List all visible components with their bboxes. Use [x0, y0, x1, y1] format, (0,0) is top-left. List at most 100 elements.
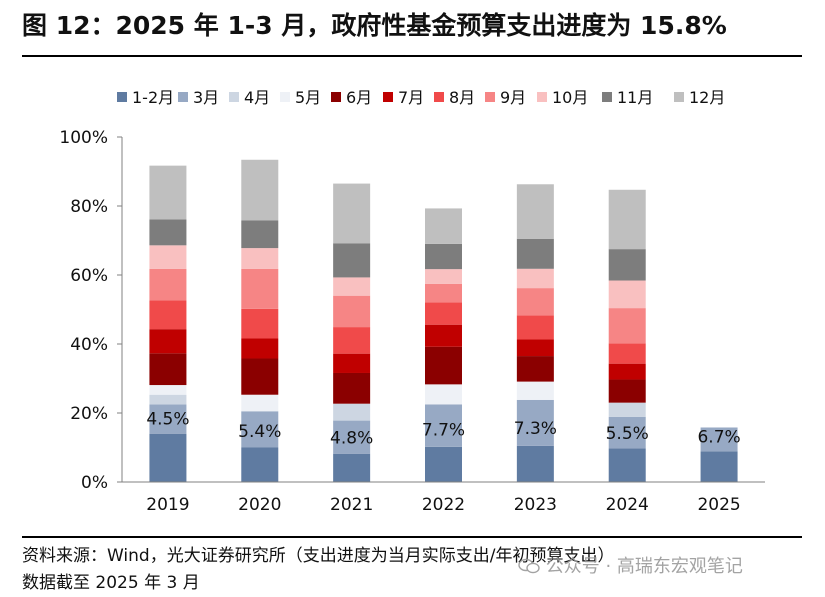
- bar-segment: [425, 269, 462, 284]
- bar-segment: [241, 358, 279, 395]
- bar-segment: [333, 295, 371, 328]
- y-tick-label: 60%: [70, 266, 108, 286]
- bar-segment: [149, 329, 187, 354]
- data-label: 5.4%: [238, 422, 281, 442]
- legend-swatch: [674, 92, 684, 102]
- bar-segment: [241, 338, 279, 359]
- bar-segment: [516, 315, 554, 340]
- bar-segment: [516, 184, 554, 239]
- bar-segment: [241, 394, 279, 412]
- bar-segment: [333, 403, 371, 421]
- bar-segment: [425, 384, 462, 405]
- legend-label: 7月: [398, 88, 424, 107]
- bar-segment: [425, 324, 462, 347]
- legend-label: 5月: [295, 88, 321, 107]
- bar-segment: [608, 416, 646, 449]
- stacked-bar-chart: 0% 20% 40% 60% 80% 100% 2019 4.5% 2020 5.4% 2021 4.…: [59, 88, 765, 515]
- y-tick-label: 20%: [70, 404, 108, 424]
- bar-segment: [149, 385, 187, 395]
- data-label: 4.8%: [330, 429, 373, 449]
- bar-segment: [333, 420, 371, 454]
- bar-segment: [149, 353, 187, 386]
- bar-segment: [516, 268, 554, 289]
- x-tick-label: 2022: [422, 495, 465, 515]
- y-tick-label: 80%: [70, 197, 108, 217]
- data-label: 7.3%: [514, 419, 557, 439]
- bar-segment: [608, 402, 646, 417]
- legend-label: 1-2月: [132, 88, 174, 107]
- legend-label: 4月: [244, 88, 270, 107]
- title-divider: [22, 55, 802, 57]
- x-tick-label: 2025: [697, 495, 740, 515]
- y-tick-label: 0%: [81, 473, 108, 493]
- watermark-text: 公众号 · 高瑞东宏观笔记: [545, 556, 743, 577]
- wechat-icon: [518, 558, 540, 574]
- bar-segment: [241, 248, 279, 269]
- bar-segment: [425, 302, 462, 325]
- bar-segment: [241, 159, 279, 221]
- legend-swatch: [280, 92, 290, 102]
- bar-segment: [425, 446, 462, 482]
- bar-segment: [608, 343, 646, 364]
- bar-segment: [149, 433, 187, 482]
- x-tick-label: 2021: [330, 495, 373, 515]
- bar-segment: [241, 308, 279, 339]
- source-note: 资料来源：Wind，光大证券研究所（支出进度为当月实际支出/年初预算支出）: [22, 546, 615, 566]
- legend-swatch: [434, 92, 444, 102]
- legend-swatch: [602, 92, 612, 102]
- bar-segment: [333, 353, 371, 373]
- x-tick-label: 2019: [146, 495, 189, 515]
- bar-segment: [149, 245, 187, 269]
- legend-swatch: [485, 92, 495, 102]
- bar-segment: [333, 183, 371, 244]
- date-note: 数据截至 2025 年 3 月: [22, 573, 200, 593]
- figure-title: 图 12：2025 年 1-3 月，政府性基金预算支出进度为 15.8%: [22, 11, 727, 40]
- legend-swatch: [178, 92, 188, 102]
- bar-segment: [149, 404, 187, 434]
- bar-segment: [425, 283, 462, 303]
- bar-segment: [516, 238, 554, 269]
- bar-segment: [333, 453, 371, 482]
- bar-segment: [425, 243, 462, 270]
- legend-label: 10月: [552, 88, 588, 107]
- bar-segment: [516, 381, 554, 400]
- bar-segment: [608, 448, 646, 482]
- legend-label: 6月: [346, 88, 372, 107]
- bar-segment: [149, 268, 187, 301]
- bar-segment: [516, 356, 554, 382]
- bar-segment: [425, 404, 462, 447]
- legend-label: 12月: [689, 88, 725, 107]
- footer-divider: [22, 536, 802, 538]
- x-tick-label: 2024: [606, 495, 649, 515]
- bar-segment: [425, 346, 462, 385]
- bar-segment: [608, 189, 646, 250]
- bar-segment: [149, 165, 187, 220]
- legend-swatch: [383, 92, 393, 102]
- bar-segment: [700, 451, 738, 482]
- bar-segment: [516, 399, 554, 446]
- bar-segment: [516, 445, 554, 482]
- legend-swatch: [229, 92, 239, 102]
- bar-segment: [700, 427, 738, 452]
- bar-segment: [241, 268, 279, 309]
- legend-label: 9月: [500, 88, 526, 107]
- legend-label: 8月: [449, 88, 475, 107]
- bar-segment: [608, 308, 646, 344]
- data-label: 4.5%: [146, 409, 189, 429]
- legend-label: 3月: [193, 88, 219, 107]
- bar-segment: [149, 300, 187, 330]
- legend-swatch: [117, 92, 127, 102]
- bar-segment: [149, 219, 187, 246]
- y-tick-label: 40%: [70, 335, 108, 355]
- bar-segment: [516, 288, 554, 316]
- bar-segment: [149, 394, 187, 405]
- legend-swatch: [331, 92, 341, 102]
- y-tick-label: 100%: [59, 128, 108, 148]
- bar-segment: [516, 339, 554, 357]
- bar-segment: [608, 363, 646, 380]
- bar-segment: [425, 208, 462, 244]
- x-tick-label: 2023: [514, 495, 557, 515]
- bar-segment: [241, 411, 279, 448]
- bar-segment: [333, 372, 371, 404]
- bar-segment: [333, 243, 371, 278]
